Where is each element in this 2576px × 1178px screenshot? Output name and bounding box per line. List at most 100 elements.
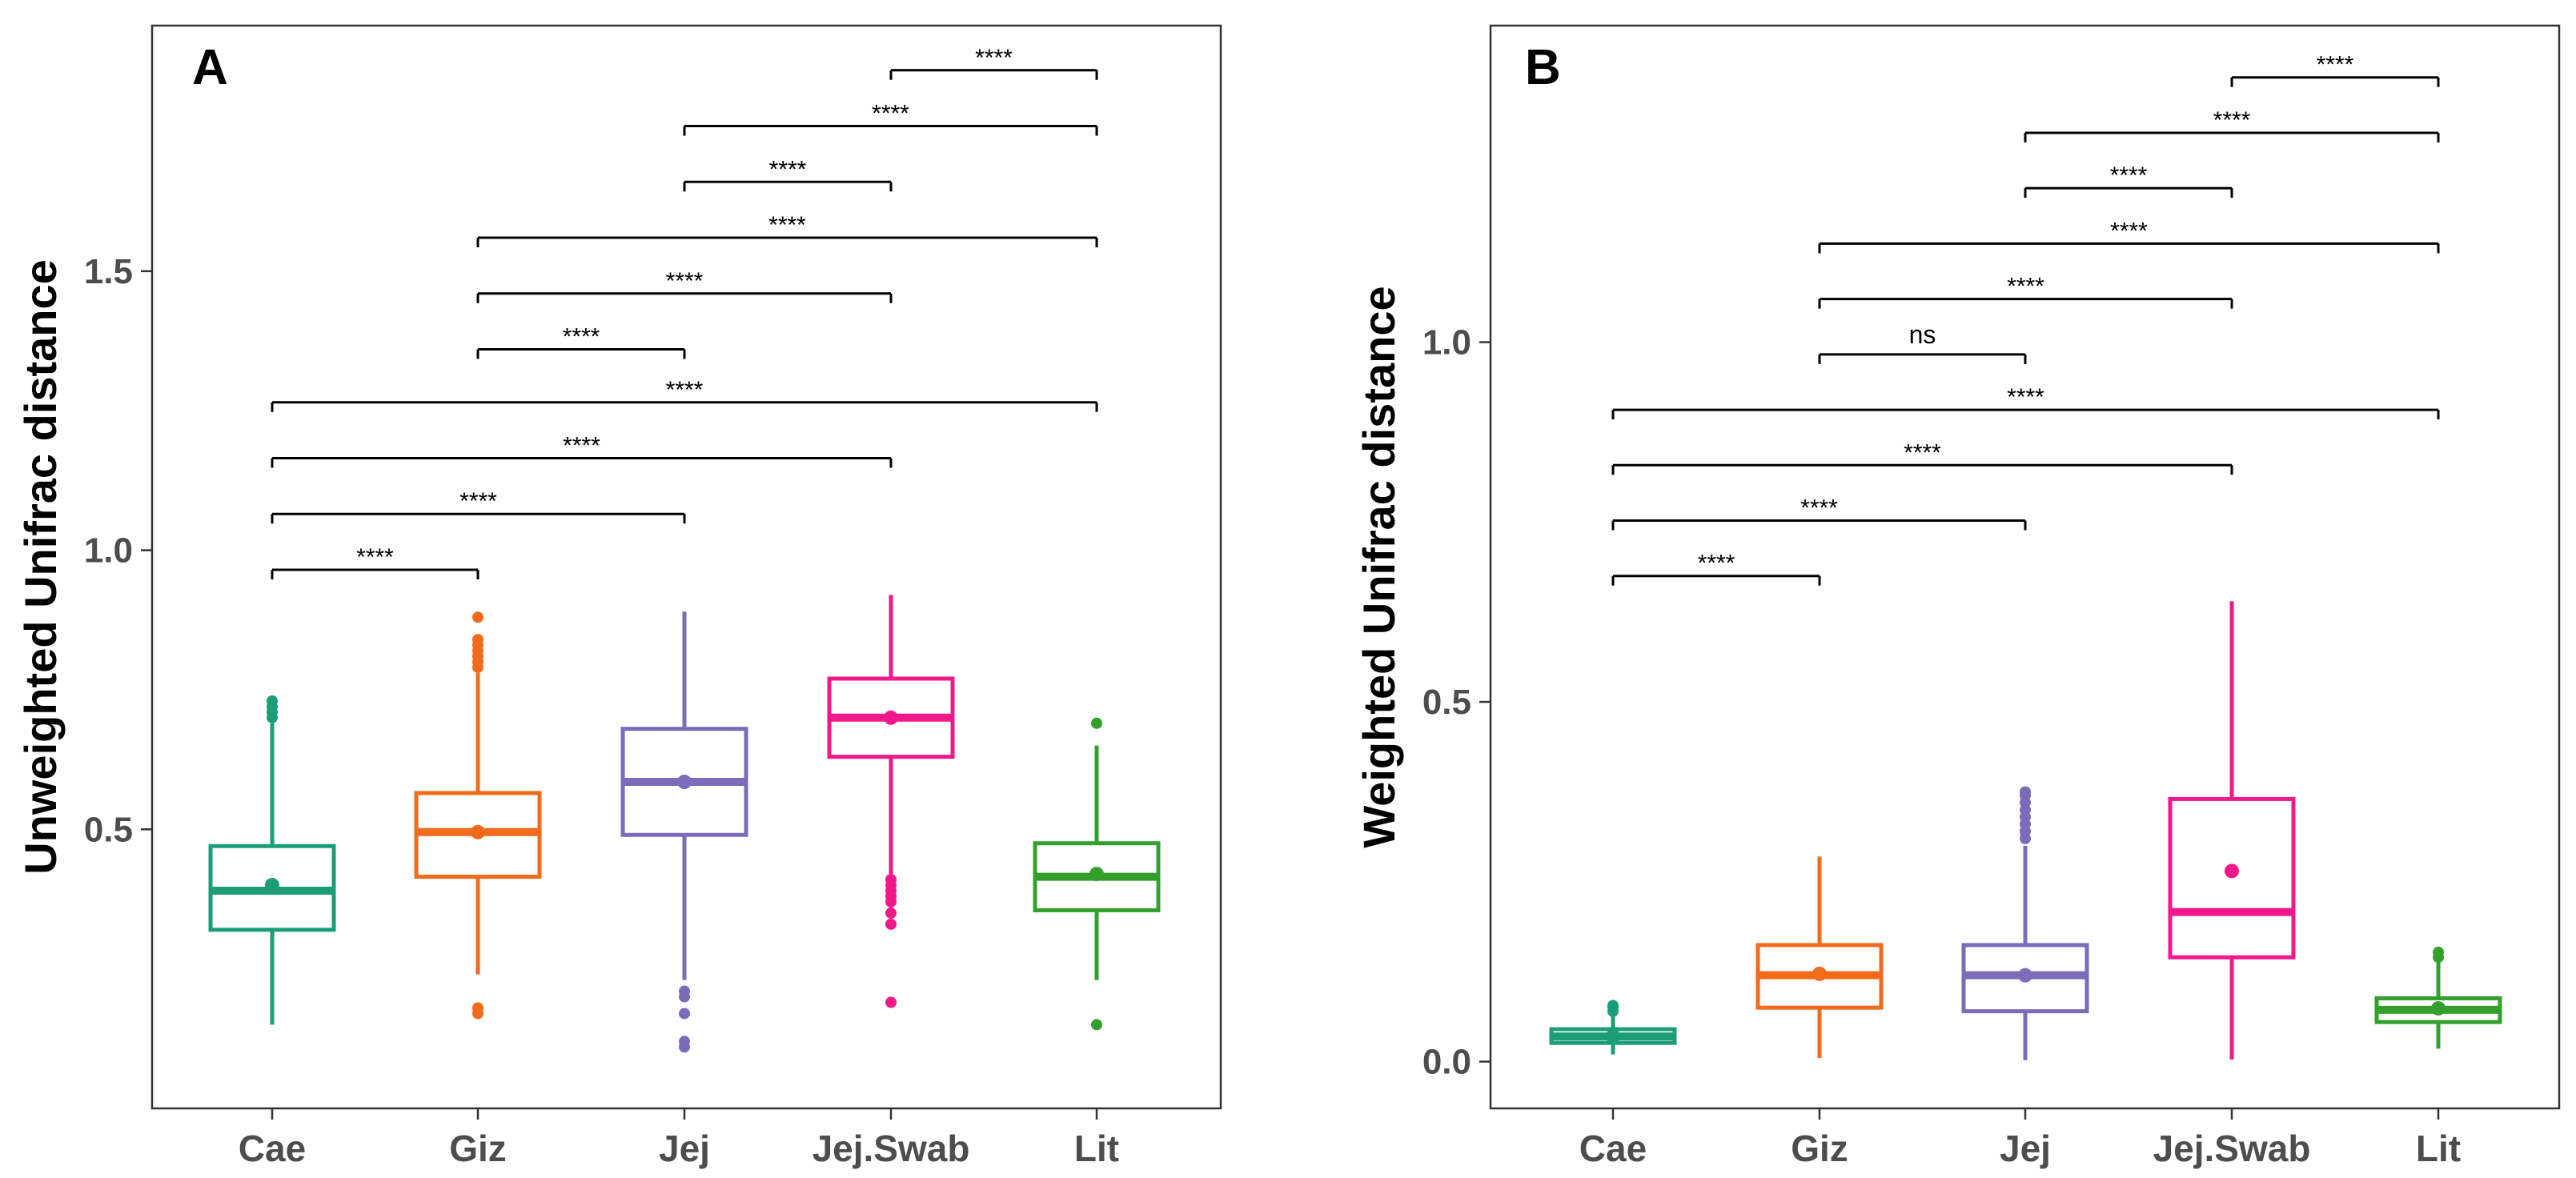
panel-b: B 0.0 0.5 1.0 Cae Giz Jej Jej.Swab Lit Weighted U… xyxy=(1354,24,2561,1169)
iqr-box xyxy=(2168,796,2296,960)
outlier-point xyxy=(1091,1019,1102,1031)
significance-bracket: **** xyxy=(1611,551,1821,586)
y-tick-label: 1.5 xyxy=(84,252,133,291)
x-tick-label: Jej xyxy=(659,1128,710,1169)
significance-label: **** xyxy=(2213,107,2251,134)
outlier-point xyxy=(2433,946,2444,958)
y-tick-label: 0.5 xyxy=(1422,683,1471,722)
significance-bracket: **** xyxy=(1818,274,2233,309)
mean-point xyxy=(471,824,485,839)
significance-bracket: **** xyxy=(2024,162,2233,198)
significance-label: **** xyxy=(872,101,909,127)
significance-label: ns xyxy=(1909,320,1936,349)
significance-bracket: **** xyxy=(2230,52,2440,87)
significance-bracket: ns xyxy=(1818,320,2027,364)
significance-label: **** xyxy=(2007,274,2044,300)
significance-bracket: **** xyxy=(1611,439,2233,475)
outlier-point xyxy=(679,1008,690,1020)
outlier-point xyxy=(679,1036,690,1048)
panel-letter: A xyxy=(192,40,228,95)
significance-label: **** xyxy=(666,377,704,403)
significance-bracket: **** xyxy=(683,101,1098,136)
significance-label: **** xyxy=(1698,551,1735,577)
x-tick-label: Lit xyxy=(2416,1128,2461,1169)
box-cae xyxy=(1549,1000,1677,1055)
outlier-point xyxy=(885,874,897,886)
x-tick-label: Cae xyxy=(239,1128,306,1169)
mean-point xyxy=(1089,867,1104,882)
outlier-point xyxy=(472,1002,484,1014)
box-giz xyxy=(414,611,542,1020)
box-jej xyxy=(620,611,748,1053)
outlier-point xyxy=(885,907,897,919)
box-jej-swab xyxy=(827,595,955,1008)
x-tick-label: Cae xyxy=(1579,1128,1647,1169)
outlier-point xyxy=(2020,786,2031,798)
mean-point xyxy=(1606,1029,1620,1044)
outlier-point xyxy=(885,996,897,1008)
mean-point xyxy=(2018,968,2032,983)
significance-label: **** xyxy=(768,212,806,238)
significance-bracket: **** xyxy=(683,156,893,192)
significance-bracket: **** xyxy=(476,268,893,303)
mean-point xyxy=(2431,1001,2446,1016)
x-tick-label: Lit xyxy=(1074,1128,1119,1169)
box-lit xyxy=(1033,717,1161,1031)
box-lit xyxy=(2374,946,2502,1049)
outlier-point xyxy=(472,634,484,646)
box-jej-swab xyxy=(2168,601,2296,1060)
x-tick-label: Jej.Swab xyxy=(813,1128,970,1169)
significance-label: **** xyxy=(975,45,1013,71)
x-tick-label: Jej.Swab xyxy=(2153,1128,2311,1169)
mean-point xyxy=(677,775,692,790)
outlier-point xyxy=(472,611,484,623)
significance-bracket: **** xyxy=(476,324,686,359)
significance-bracket: **** xyxy=(271,544,479,579)
mean-point xyxy=(884,710,898,725)
significance-label: **** xyxy=(2110,218,2148,244)
significance-bracket: **** xyxy=(1611,384,2440,420)
significance-bracket: **** xyxy=(1611,495,2027,531)
outlier-point xyxy=(885,918,897,930)
x-tick-label: Giz xyxy=(449,1128,507,1169)
panel-a: A 0.5 1.0 1.5 Cae Giz Jej Jej.Swab Lit Unweighted… xyxy=(15,24,1222,1169)
significance-label: **** xyxy=(2317,52,2354,78)
significance-label: **** xyxy=(563,324,600,351)
y-tick-label: 1.0 xyxy=(84,531,133,571)
significance-bracket: **** xyxy=(271,433,893,468)
box-jej xyxy=(1961,786,2089,1060)
significance-bracket: **** xyxy=(2024,107,2440,142)
box-cae xyxy=(208,695,336,1025)
x-tick-label: Jej xyxy=(2000,1128,2051,1169)
outlier-point xyxy=(267,695,278,707)
significance-label: **** xyxy=(459,488,497,515)
significance-bracket: **** xyxy=(889,45,1098,80)
significance-label: **** xyxy=(2110,162,2148,189)
outlier-point xyxy=(679,985,690,997)
significance-bracket: **** xyxy=(271,377,1098,412)
outlier-point xyxy=(1091,717,1102,729)
significance-label: **** xyxy=(563,433,600,459)
outlier-point xyxy=(1607,1000,1619,1012)
y-tick-label: 0.5 xyxy=(84,810,133,849)
y-axis-title: Weighted Unifrac distance xyxy=(1354,286,1404,847)
box-giz xyxy=(1755,856,1884,1059)
mean-point xyxy=(1812,966,1827,981)
significance-label: **** xyxy=(769,156,807,182)
panel-letter: B xyxy=(1525,40,1561,95)
y-tick-label: 0.0 xyxy=(1422,1043,1471,1082)
mean-point xyxy=(2225,863,2239,879)
significance-bracket: **** xyxy=(1818,218,2440,254)
x-tick-label: Giz xyxy=(1791,1128,1848,1169)
significance-label: **** xyxy=(666,268,704,294)
y-axis-title: Unweighted Unifrac distance xyxy=(15,259,66,875)
significance-bracket: **** xyxy=(476,212,1098,248)
significance-label: **** xyxy=(1904,439,1941,466)
significance-label: **** xyxy=(1800,495,1838,522)
panel-frame xyxy=(150,24,1222,1110)
significance-bracket: **** xyxy=(271,488,686,524)
y-tick-label: 1.0 xyxy=(1422,323,1471,363)
significance-label: **** xyxy=(2007,384,2044,411)
